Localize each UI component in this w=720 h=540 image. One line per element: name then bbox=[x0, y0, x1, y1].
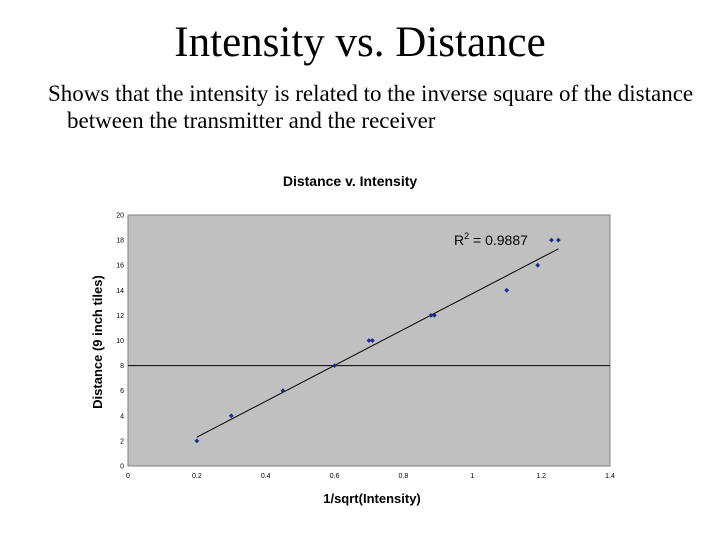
x-axis-label: 1/sqrt(Intensity) bbox=[323, 491, 421, 506]
chart-title: Distance v. Intensity bbox=[283, 173, 418, 189]
slide-title: Intensity vs. Distance bbox=[174, 19, 546, 66]
r-squared-value: = 0.9887 bbox=[469, 232, 528, 248]
y-tick-label: 12 bbox=[116, 313, 124, 320]
data-point bbox=[366, 338, 372, 343]
trendline bbox=[196, 248, 559, 438]
r-squared-prefix: R bbox=[454, 232, 464, 248]
data-point bbox=[428, 313, 434, 318]
data-point bbox=[432, 313, 437, 318]
y-tick-label: 4 bbox=[120, 413, 124, 420]
y-tick-label: 14 bbox=[116, 288, 124, 295]
data-point bbox=[280, 388, 286, 394]
x-tick-label: 0.6 bbox=[330, 473, 340, 480]
data-point bbox=[535, 262, 541, 268]
x-tick-label: 1.2 bbox=[536, 473, 546, 480]
x-tick-label: 0.2 bbox=[192, 473, 202, 480]
data-point bbox=[504, 287, 510, 293]
data-point bbox=[549, 237, 554, 243]
plot-area bbox=[127, 214, 611, 467]
data-point bbox=[555, 237, 561, 243]
y-tick-label: 18 bbox=[116, 238, 124, 245]
y-tick-label: 16 bbox=[116, 263, 124, 270]
data-point bbox=[370, 338, 375, 343]
x-tick-label: 0 bbox=[126, 473, 130, 480]
y-axis-label: Distance (9 inch tiles) bbox=[90, 275, 105, 409]
x-tick-label: 0.4 bbox=[261, 473, 271, 480]
x-tick-label: 0.8 bbox=[399, 473, 409, 480]
slide-subtitle: Shows that the intensity is related to t… bbox=[48, 81, 694, 133]
r-squared-annotation: R2 = 0.9887 bbox=[454, 231, 528, 248]
y-tick-label: 20 bbox=[116, 213, 124, 220]
x-tick-label: 1.4 bbox=[605, 473, 615, 480]
y-tick-label: 6 bbox=[120, 388, 124, 395]
y-tick-label: 8 bbox=[120, 363, 124, 370]
data-point bbox=[228, 413, 234, 419]
x-tick-label: 1 bbox=[470, 473, 474, 480]
data-point bbox=[332, 363, 337, 368]
r-squared-superscript: 2 bbox=[464, 231, 469, 241]
y-tick-label: 0 bbox=[120, 464, 124, 471]
y-tick-label: 10 bbox=[116, 338, 124, 345]
y-tick-label: 2 bbox=[120, 438, 124, 445]
data-point bbox=[194, 438, 200, 444]
